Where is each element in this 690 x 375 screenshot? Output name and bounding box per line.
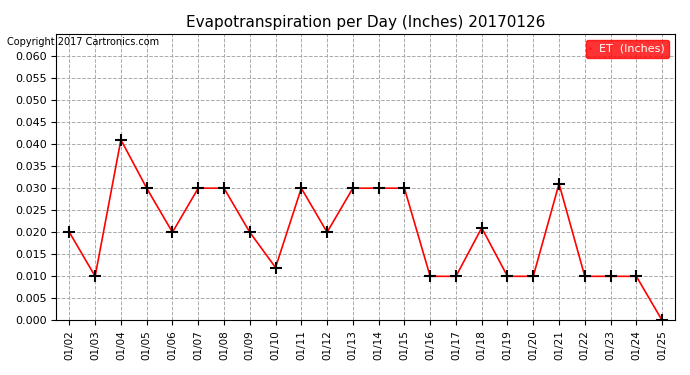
Legend: ET  (Inches): ET (Inches) <box>586 39 669 58</box>
Text: Copyright 2017 Cartronics.com: Copyright 2017 Cartronics.com <box>7 37 159 47</box>
Title: Evapotranspiration per Day (Inches) 20170126: Evapotranspiration per Day (Inches) 2017… <box>186 15 545 30</box>
